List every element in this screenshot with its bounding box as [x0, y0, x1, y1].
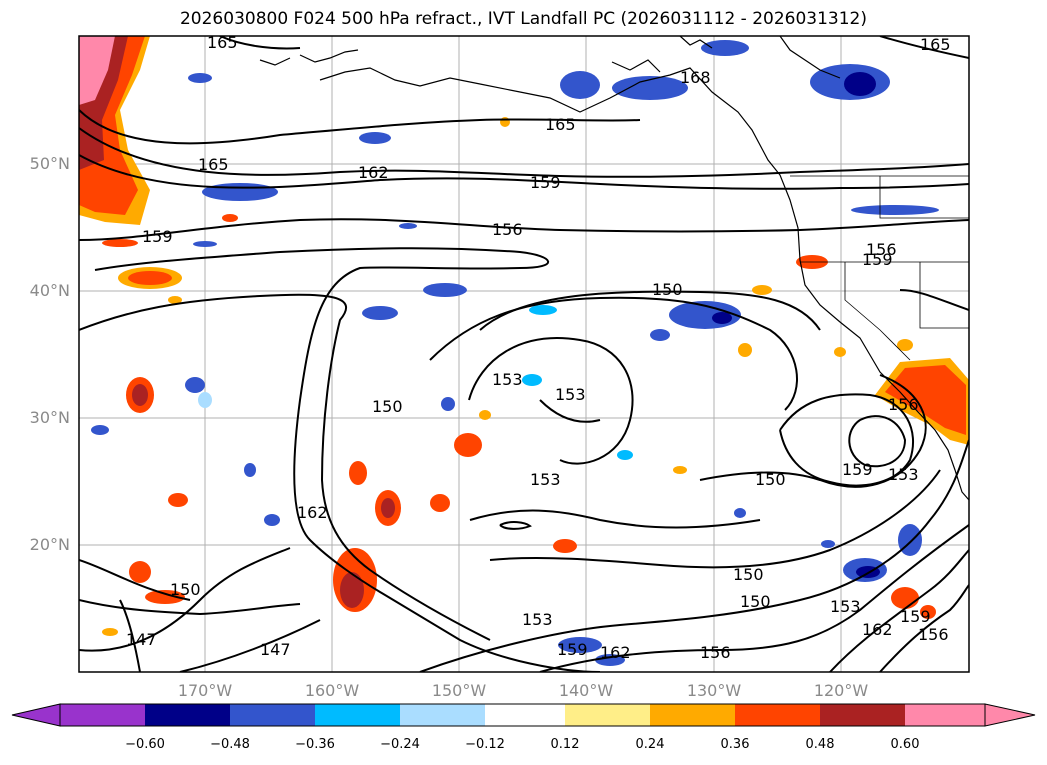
contour-label: 153 [522, 610, 553, 629]
lon-label: 140°W [558, 681, 614, 700]
colorbar-frame [59, 703, 986, 727]
colorbar-extend-max [984, 703, 1036, 727]
contour-labels: 165 168 165 165 162 159 159 156 156 159 … [126, 33, 951, 662]
contour-label: 153 [830, 597, 861, 616]
lon-label: 160°W [304, 681, 360, 700]
contour-label: 162 [600, 643, 631, 662]
contour-label: 159 [142, 227, 173, 246]
colorbar-swatch [905, 704, 985, 726]
colorbar-swatch [650, 704, 735, 726]
colorbar-swatch [735, 704, 820, 726]
contour-label: 159 [842, 460, 873, 479]
contour-label: 147 [260, 640, 291, 659]
negative-blobs [91, 40, 939, 666]
colorbar-tick-label: 0.60 [890, 737, 920, 752]
colorbar-swatch [230, 704, 315, 726]
contour-label: 165 [198, 155, 229, 174]
contour-label: 159 [900, 607, 931, 626]
positive-anomaly-se [875, 358, 969, 445]
colorbar-swatch [485, 704, 565, 726]
contour-label: 159 [862, 250, 893, 269]
contour-label: 153 [888, 465, 919, 484]
lat-label: 30°N [29, 408, 70, 427]
contour-label: 165 [920, 35, 951, 54]
colorbar [11, 703, 1036, 727]
colorbar-swatch [820, 704, 905, 726]
positive-anomaly-nw [79, 36, 150, 225]
state-borders [790, 36, 969, 361]
lat-label: 40°N [29, 281, 70, 300]
lon-label: 150°W [431, 681, 487, 700]
lat-label: 50°N [29, 154, 70, 173]
colorbar-extend-min [11, 703, 61, 727]
contour-label: 165 [207, 33, 238, 52]
map-title: 2026030800 F024 500 hPa refract., IVT La… [179, 9, 867, 29]
graticule [79, 36, 969, 672]
contour-label: 168 [680, 68, 711, 87]
colorbar-tick-label: 0.24 [635, 737, 665, 752]
contour-label: 156 [700, 643, 731, 662]
contour-label: 153 [492, 370, 523, 389]
refractivity-contours [79, 36, 969, 672]
colorbar-tick-label: 0.12 [550, 737, 580, 752]
positive-blobs [102, 117, 936, 636]
contour-label: 162 [297, 503, 328, 522]
lon-label: 130°W [686, 681, 742, 700]
colorbar-swatch [565, 704, 650, 726]
colorbar-tick-label: −0.24 [380, 737, 420, 752]
colorbar-tick-label: 0.48 [805, 737, 835, 752]
colorbar-tick-label: 0.36 [720, 737, 750, 752]
contour-label: 150 [755, 470, 786, 489]
contour-label: 165 [545, 115, 576, 134]
contour-label: 159 [557, 640, 588, 659]
colorbar-swatch [315, 704, 400, 726]
contour-label: 147 [126, 630, 157, 649]
map-area: 165 168 165 165 162 159 159 156 156 159 … [79, 33, 969, 672]
lon-label: 120°W [813, 681, 869, 700]
contour-label: 162 [862, 620, 893, 639]
contour-label: 150 [652, 280, 683, 299]
contour-label: 156 [866, 240, 897, 259]
contour-label: 150 [372, 397, 403, 416]
colorbar-tick-label: −0.36 [295, 737, 335, 752]
coastline [259, 36, 969, 501]
contour-label: 150 [170, 580, 201, 599]
colorbar-tick-label: −0.12 [465, 737, 505, 752]
colorbar-tick-label: −0.60 [125, 737, 165, 752]
contour-label: 150 [740, 592, 771, 611]
contour-label: 162 [358, 163, 389, 182]
colorbar-swatch [60, 704, 145, 726]
contour-label: 153 [555, 385, 586, 404]
contour-label: 156 [888, 395, 919, 414]
contour-label: 156 [918, 625, 949, 644]
colorbar-swatch [145, 704, 230, 726]
contour-label: 156 [492, 220, 523, 239]
contour-label: 153 [530, 470, 561, 489]
colorbar-swatch [400, 704, 485, 726]
contour-label: 159 [530, 173, 561, 192]
lon-label: 170°W [177, 681, 233, 700]
colorbar-tick-label: −0.48 [210, 737, 250, 752]
contour-label: 150 [733, 565, 764, 584]
lat-label: 20°N [29, 535, 70, 554]
map-frame [78, 35, 970, 673]
